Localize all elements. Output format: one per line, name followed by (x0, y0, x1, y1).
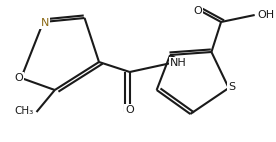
Text: N: N (40, 18, 49, 28)
Text: CH₃: CH₃ (15, 106, 34, 116)
Text: S: S (228, 82, 235, 92)
Text: O: O (193, 6, 202, 16)
Text: O: O (14, 73, 23, 83)
Text: NH: NH (170, 58, 187, 68)
Text: OH: OH (257, 10, 274, 20)
Text: O: O (125, 105, 134, 115)
